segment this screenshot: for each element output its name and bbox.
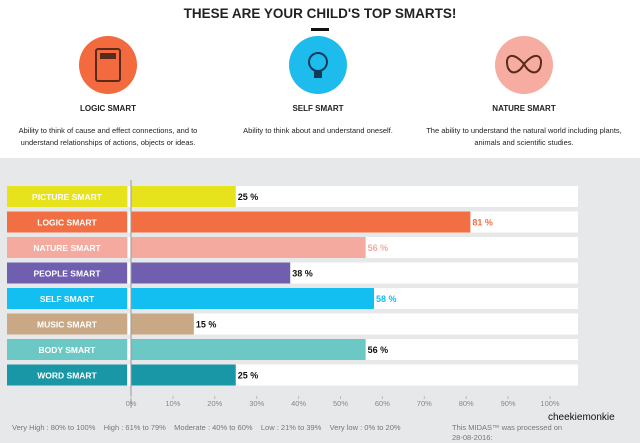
x-tick-label: 100% (540, 399, 560, 408)
category-label: BODY SMART (39, 345, 97, 355)
watermark: cheekiemonkie (548, 412, 615, 423)
category-label: MUSIC SMART (37, 319, 98, 329)
bar (131, 186, 236, 207)
smart-description: Ability to think about and understand on… (243, 126, 393, 135)
category-label: SELF SMART (40, 294, 95, 304)
title-underline (311, 28, 329, 31)
x-tick-label: 80% (459, 399, 474, 408)
x-tick-label: 90% (501, 399, 516, 408)
bar (131, 237, 366, 258)
x-tick-label: 70% (417, 399, 432, 408)
category-box (7, 364, 127, 386)
category-label: PEOPLE SMART (33, 268, 101, 278)
x-tick-label: 20% (207, 399, 222, 408)
calculator (95, 48, 121, 82)
logic-icon (79, 36, 137, 94)
value-label: 25 % (238, 370, 259, 380)
x-tick-label: 0% (126, 399, 137, 408)
bar (131, 288, 375, 309)
bar (131, 313, 194, 335)
calculator-screen (100, 53, 116, 59)
bar-track (128, 364, 578, 386)
bar (131, 339, 366, 360)
bar (131, 262, 291, 284)
category-box (7, 237, 127, 258)
category-box (7, 262, 127, 284)
category-label: LOGIC SMART (37, 217, 97, 227)
bulb-base (314, 71, 322, 78)
x-tick-label: 40% (291, 399, 306, 408)
category-label: WORD SMART (37, 370, 97, 380)
value-label: 38 % (292, 268, 313, 278)
bar (131, 211, 471, 233)
value-label: 15 % (196, 319, 217, 329)
category-box (7, 186, 127, 207)
x-tick-label: 10% (165, 399, 180, 408)
self-icon (289, 36, 347, 94)
leaf (506, 54, 542, 74)
smart-name: NATURE SMART (492, 104, 556, 113)
value-label: 58 % (376, 294, 397, 304)
processed-note: This MIDAS™ was processed on 28-08-2016: (452, 423, 563, 442)
category-box (7, 313, 127, 335)
bar (131, 364, 236, 386)
icons (79, 36, 553, 94)
value-label: 56 % (368, 243, 389, 253)
value-label: 81 % (472, 217, 493, 227)
smart-name: LOGIC SMART (80, 104, 136, 113)
title: THESE ARE YOUR CHILD'S TOP SMARTS! (183, 6, 457, 21)
smart-name: SELF SMART (292, 104, 344, 113)
category-label: PICTURE SMART (32, 192, 103, 202)
category-label: NATURE SMART (33, 243, 101, 253)
smart-description: Ability to think of cause and effect con… (18, 126, 198, 147)
smart-description: The ability to understand the natural wo… (426, 126, 622, 147)
category-box (7, 288, 127, 309)
category-box (7, 211, 127, 233)
bar-track (128, 186, 578, 207)
bar-track (128, 313, 578, 335)
x-tick-label: 50% (333, 399, 348, 408)
x-tick-label: 30% (249, 399, 264, 408)
value-label: 25 % (238, 192, 259, 202)
category-box (7, 339, 127, 360)
legend-text: Very High : 80% to 100% High : 61% to 79… (12, 423, 401, 432)
x-tick-label: 60% (375, 399, 390, 408)
value-label: 56 % (368, 345, 389, 355)
